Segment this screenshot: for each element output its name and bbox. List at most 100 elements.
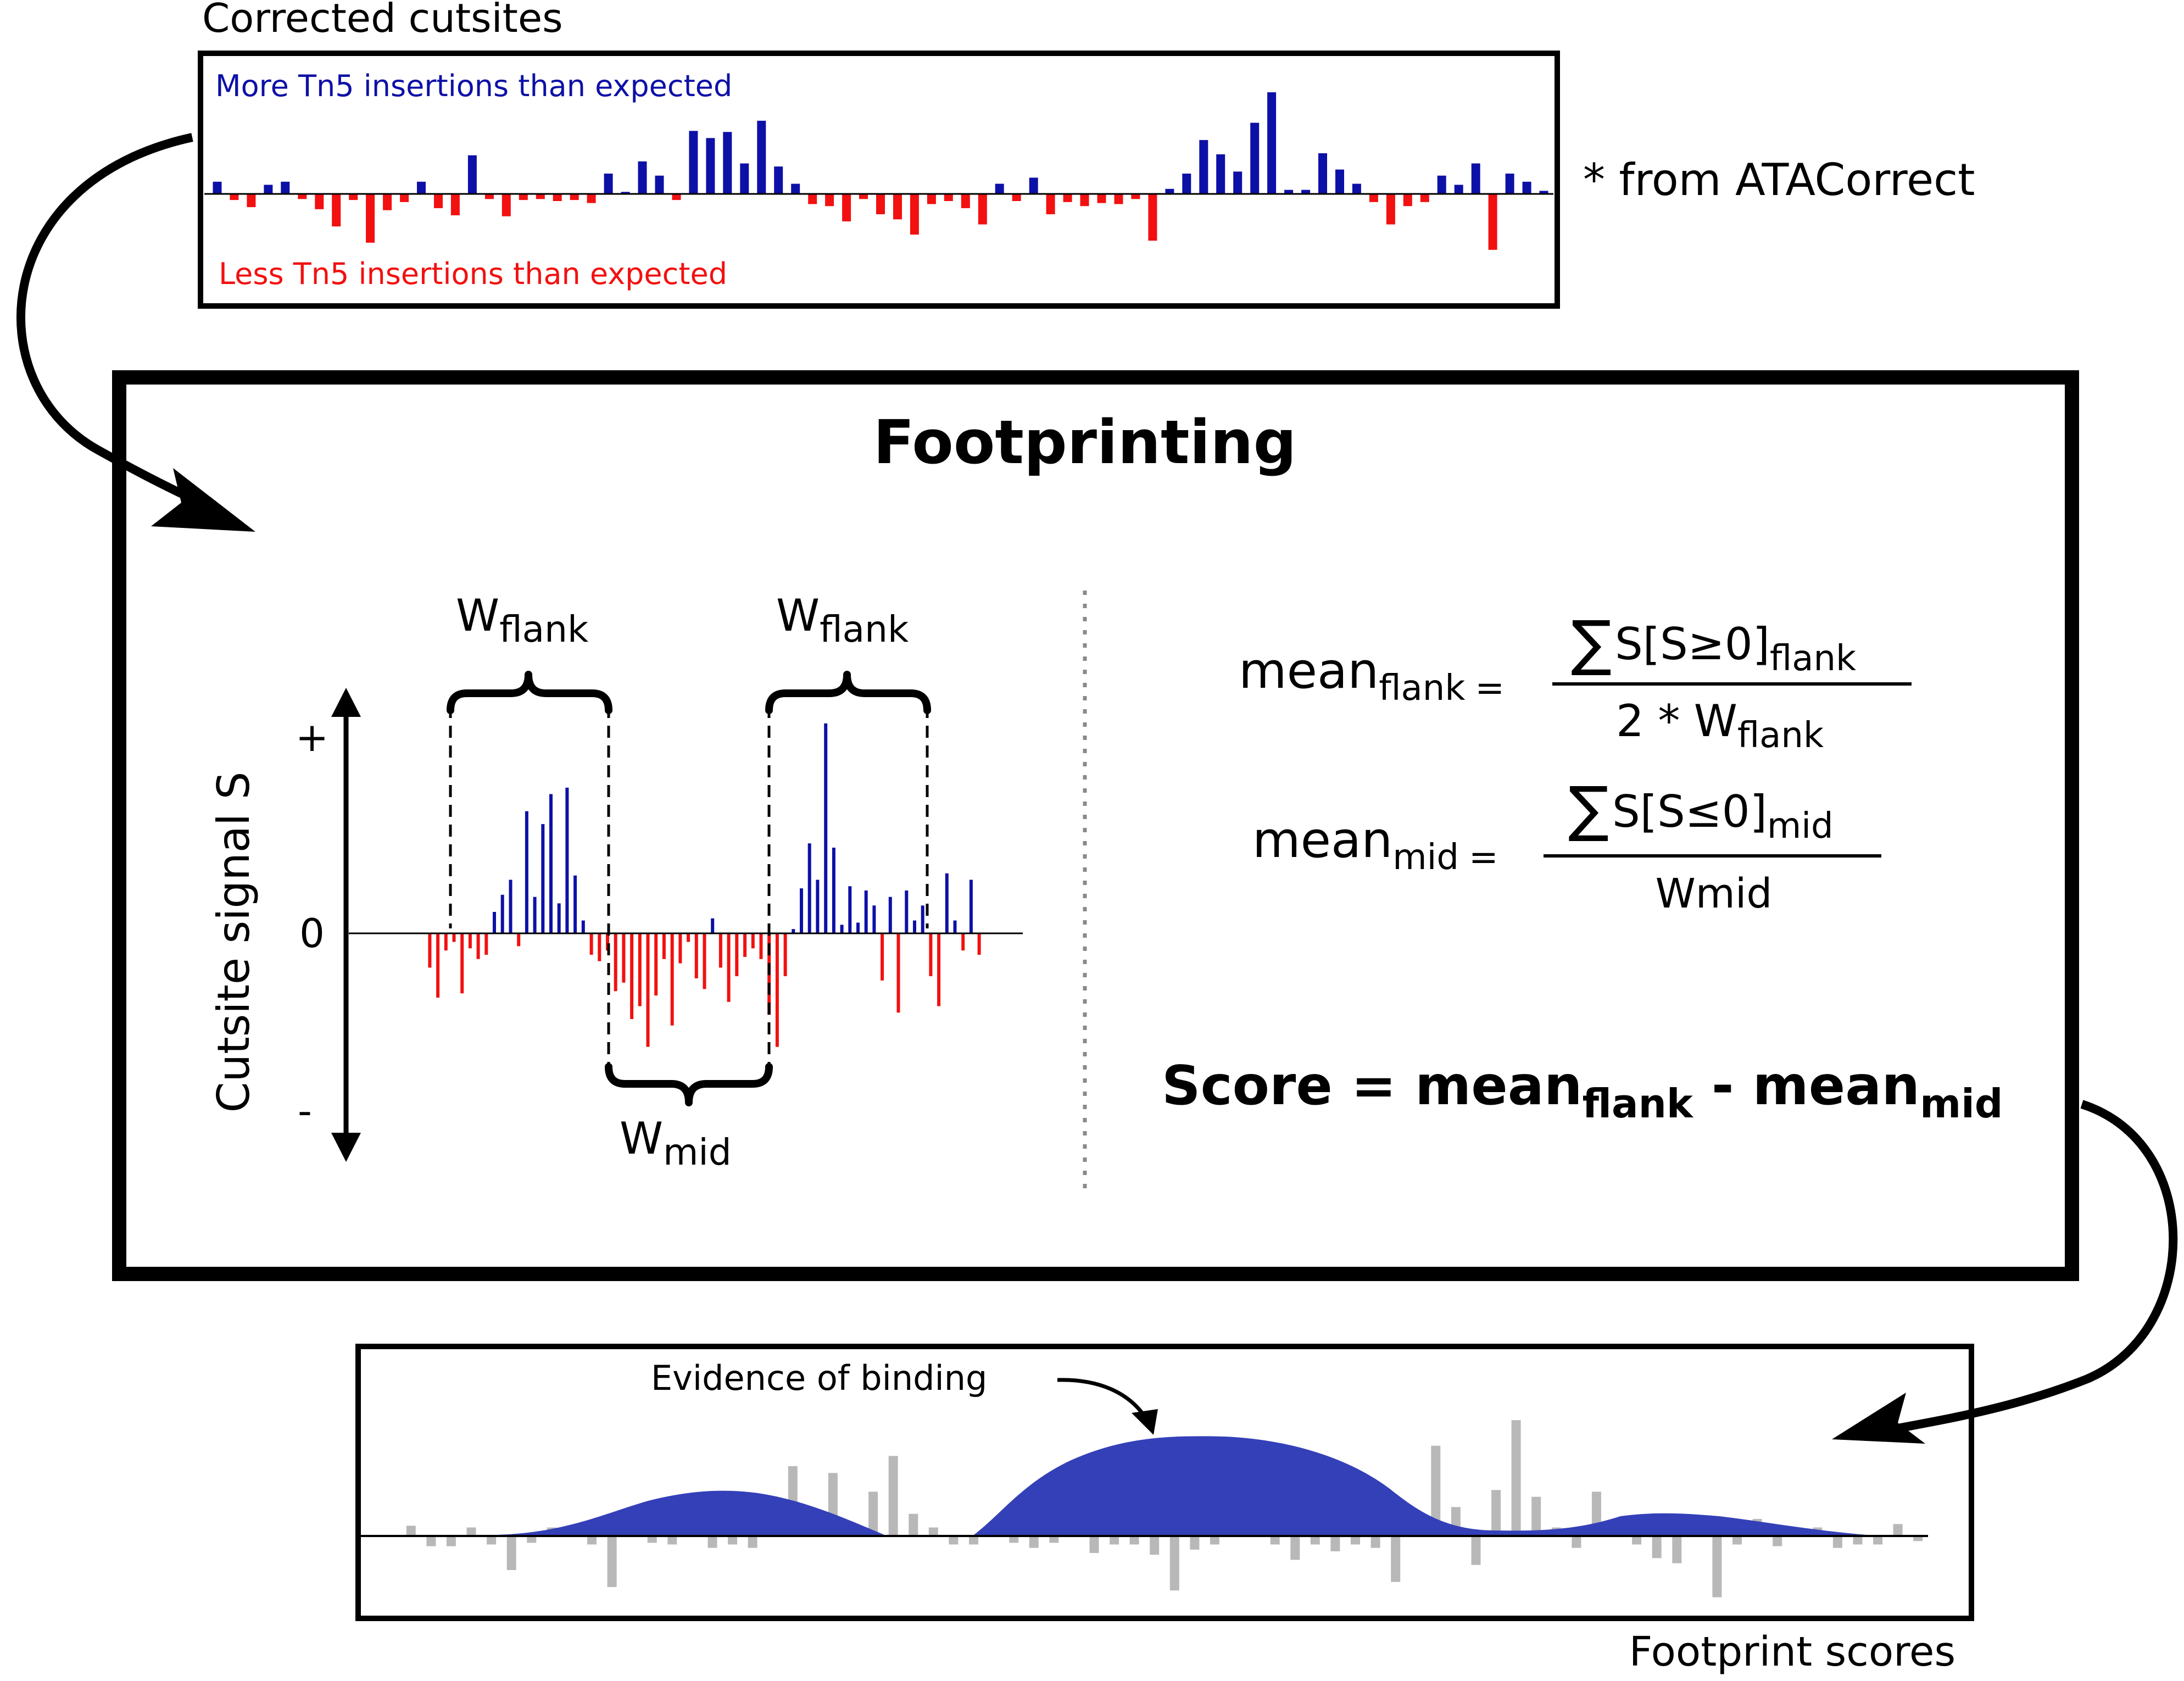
signal-bar <box>452 933 456 942</box>
signal-bar <box>565 787 569 933</box>
score-bar <box>868 1491 878 1536</box>
score-bar <box>1210 1536 1219 1545</box>
score-bar <box>1330 1536 1340 1551</box>
score-bar <box>748 1536 757 1548</box>
score-bar <box>1270 1536 1280 1545</box>
scores-panel-frame <box>355 1344 1974 1621</box>
score-bar <box>667 1536 677 1545</box>
cutsite-bar <box>1437 175 1446 194</box>
cutsite-bar <box>757 120 766 194</box>
signal-bar <box>888 897 892 933</box>
score-bar <box>1712 1536 1722 1597</box>
cutsite-bar <box>808 194 817 204</box>
cutsite-bar <box>400 194 409 202</box>
cutsite-bar <box>995 183 1004 194</box>
cutsite-bar <box>1301 190 1311 194</box>
signal-bar <box>832 848 835 933</box>
score-bar <box>1089 1536 1099 1553</box>
y-tick-plus: + <box>296 714 328 760</box>
axis-arrowhead-down <box>331 1133 361 1162</box>
score-bar <box>1471 1536 1481 1565</box>
signal-bar <box>807 843 811 933</box>
signal-bar <box>509 880 512 933</box>
cutsite-bar <box>1386 194 1395 225</box>
score-bar <box>1632 1536 1642 1545</box>
score-bar <box>969 1536 978 1545</box>
y-tick-zero: 0 <box>299 910 325 956</box>
signal-bar <box>864 890 868 933</box>
score-bar <box>527 1536 537 1543</box>
mean-flank-lhs: meanflank = <box>1239 642 1505 709</box>
score-bar <box>647 1536 657 1543</box>
cutsite-bar <box>1029 177 1038 194</box>
cutsite-bar <box>467 155 477 194</box>
cutsite-bar <box>502 194 511 216</box>
signal-bar <box>816 880 820 933</box>
signal-bar <box>718 933 722 968</box>
flank-left-brace <box>447 671 612 714</box>
flow-arrow-into-footprinting <box>16 133 222 515</box>
signal-bar <box>792 929 795 933</box>
axis-arrowhead-up <box>331 688 361 717</box>
signal-bar <box>881 933 884 981</box>
signal-bar <box>687 933 690 942</box>
signal-bar <box>670 933 674 1026</box>
score-bar <box>1773 1536 1782 1546</box>
y-tick-minus: - <box>298 1088 312 1134</box>
cutsite-bar <box>1369 194 1378 202</box>
signal-bar <box>840 925 844 933</box>
signal-bar <box>969 880 973 933</box>
score-bar <box>1873 1536 1883 1545</box>
cutsite-bar <box>1046 194 1055 214</box>
cutsite-bar <box>1454 185 1463 194</box>
signal-bar <box>977 933 981 955</box>
score-bar <box>928 1527 938 1536</box>
score-bar <box>1190 1536 1200 1550</box>
cutsite-bar <box>927 194 936 204</box>
score-bar <box>1169 1536 1179 1591</box>
cutsite-bar <box>1488 194 1497 250</box>
corrected-cutsite-bars <box>213 92 1548 250</box>
cutsite-bar <box>1233 171 1243 194</box>
score-bar <box>1853 1536 1863 1545</box>
score-bar <box>406 1526 416 1536</box>
cutsite-bar <box>1114 194 1123 204</box>
score-bar <box>1391 1536 1401 1582</box>
cutsite-bar <box>1148 194 1157 241</box>
signal-bar <box>484 933 488 955</box>
cutsite-bar <box>1318 153 1327 194</box>
signal-bar <box>711 918 715 933</box>
cutsite-bar <box>893 194 902 220</box>
signal-bar <box>541 824 545 933</box>
cutsite-bar <box>1063 194 1072 202</box>
cutsite-bar <box>570 194 579 201</box>
cutsite-signal-bars <box>428 723 981 1047</box>
cutsite-bar <box>230 194 239 201</box>
cutsite-bar <box>553 194 562 201</box>
signal-bar <box>775 933 779 1047</box>
signal-bar <box>622 933 626 983</box>
score-bar <box>1672 1536 1682 1563</box>
cutsite-bar <box>723 132 732 194</box>
cutsite-bar <box>450 194 460 215</box>
signal-bar <box>614 933 617 992</box>
cutsite-bar <box>264 185 273 194</box>
cutsite-bar <box>842 194 851 221</box>
cutsite-bar <box>587 194 596 203</box>
cutsite-bar <box>349 194 358 201</box>
score-bar <box>1832 1536 1842 1548</box>
score-bar <box>446 1536 456 1546</box>
mid-brace <box>605 1063 773 1106</box>
score-bar <box>1531 1496 1541 1536</box>
cutsite-bar <box>638 161 647 194</box>
signal-bar <box>945 873 949 933</box>
signal-bar <box>662 933 666 959</box>
score-bar <box>466 1527 476 1536</box>
evidence-pointer-arrow <box>1057 1378 1147 1418</box>
cutsite-bar <box>604 174 613 194</box>
score-bar <box>1370 1536 1380 1548</box>
cutsite-bar <box>672 194 681 201</box>
score-bar <box>909 1513 918 1536</box>
cutsite-bar <box>213 181 222 194</box>
